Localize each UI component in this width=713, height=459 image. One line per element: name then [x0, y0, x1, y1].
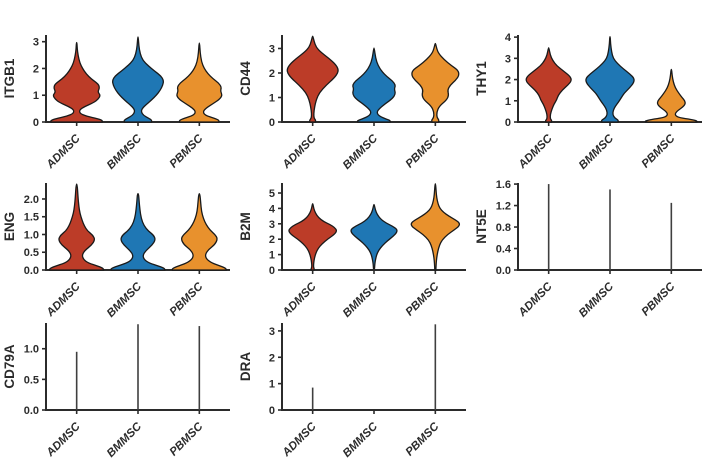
gene-label: B2M: [238, 212, 253, 241]
y-tick-label: 2: [33, 63, 39, 75]
y-tick-label: 1.0: [24, 344, 39, 356]
y-tick-label: 1.0: [24, 229, 39, 241]
violin-admsc: [49, 183, 105, 271]
y-tick-label: 1.6: [496, 179, 511, 191]
violin-bmmsc: [352, 47, 396, 123]
panel-cd79a: 0.0 0.5 1.0 CD79A ADMSC BMMSC PBMSC: [2, 323, 230, 459]
violin-pbmsc: [176, 42, 223, 123]
y-tick-label: 0: [269, 117, 275, 129]
category-label: PBMSC: [404, 280, 442, 318]
y-tick-label: 2: [269, 234, 275, 246]
y-tick-label: 1: [33, 90, 39, 102]
gene-label: THY1: [474, 61, 489, 96]
category-label: PBMSC: [404, 420, 442, 458]
y-tick-label: 1: [505, 96, 511, 108]
violin-pbmsc: [411, 42, 460, 123]
violin-pbmsc: [171, 193, 227, 271]
category-label: PBMSC: [404, 132, 442, 170]
category-label: BMMSC: [105, 420, 145, 459]
y-tick-label: 5: [269, 188, 275, 200]
y-tick-label: 0.0: [24, 265, 39, 277]
gene-label: ENG: [2, 212, 17, 241]
category-label: BMMSC: [577, 132, 617, 172]
category-label: PBMSC: [168, 420, 206, 458]
y-tick-label: 1: [269, 250, 275, 262]
violin-bmmsc: [110, 193, 166, 271]
category-label: ADMSC: [44, 420, 83, 459]
y-tick-label: 0.5: [24, 374, 39, 386]
violin-bmmsc: [112, 36, 164, 123]
violin-admsc: [525, 47, 572, 123]
violin-bmmsc: [350, 203, 398, 270]
y-tick-label: 0.5: [24, 247, 39, 259]
category-label: PBMSC: [640, 132, 678, 170]
y-tick-label: 3: [269, 43, 275, 55]
panel-thy1: 0 1 2 3 4 THY1 ADMSC BMMSC PBMSC: [474, 32, 702, 172]
panel-cd44: 0 1 2 3 CD44 ADMSC BMMSC PBMSC: [238, 35, 466, 172]
violin-admsc: [288, 203, 338, 271]
y-tick-label: 0: [269, 405, 275, 417]
gene-label: ITGB1: [2, 58, 17, 98]
category-label: ADMSC: [516, 280, 555, 319]
y-tick-label: 1.5: [24, 212, 39, 224]
violin-admsc: [286, 35, 339, 123]
category-label: BMMSC: [577, 280, 617, 320]
panel-itgb1: 0 1 2 3 ITGB1 ADMSC BMMSC PBMSC: [2, 35, 230, 172]
gene-label: CD79A: [2, 344, 17, 389]
y-tick-label: 2: [505, 75, 511, 87]
panel-b2m: 0 1 2 3 4 5 B2M ADMSC BMMSC PBMSC: [238, 183, 466, 320]
panel-eng: 0.0 0.5 1.0 1.5 2.0 ENG ADMSC BMMSC PBMSC: [2, 183, 230, 320]
gene-label: DRA: [238, 352, 253, 381]
y-tick-label: 3: [269, 326, 275, 338]
category-label: BMMSC: [341, 132, 381, 172]
gene-label: NT5E: [474, 209, 489, 244]
panel-nt5e: 0.0 0.4 0.8 1.2 1.6 NT5E ADMSC BMMSC PBMSC: [474, 179, 702, 320]
gene-label: CD44: [238, 61, 253, 96]
y-tick-label: 1: [269, 92, 275, 104]
violin-bmmsc: [585, 36, 635, 123]
y-tick-label: 0.0: [24, 405, 39, 417]
y-tick-label: 0.4: [496, 244, 512, 256]
y-tick-label: 0: [33, 117, 39, 129]
y-tick-label: 4: [269, 203, 276, 215]
category-label: BMMSC: [105, 132, 145, 172]
category-label: ADMSC: [44, 280, 83, 319]
violin-pbmsc: [410, 183, 461, 271]
y-tick-label: 0: [269, 265, 275, 277]
y-tick-label: 0: [505, 117, 511, 129]
category-label: BMMSC: [105, 280, 145, 320]
y-tick-label: 0.0: [496, 265, 511, 277]
category-label: ADMSC: [516, 132, 555, 171]
y-tick-label: 1.2: [496, 201, 511, 213]
y-tick-label: 2.0: [24, 194, 39, 206]
category-label: BMMSC: [341, 420, 381, 459]
y-tick-label: 3: [505, 53, 511, 65]
y-tick-label: 2: [269, 68, 275, 80]
violin-admsc: [50, 41, 104, 123]
panel-dra: 0 1 2 3 DRA ADMSC BMMSC PBMSC: [238, 323, 466, 459]
y-tick-label: 4: [505, 32, 512, 44]
category-label: ADMSC: [280, 280, 319, 319]
y-tick-label: 2: [269, 352, 275, 364]
y-tick-label: 3: [33, 37, 39, 49]
category-label: BMMSC: [341, 280, 381, 320]
y-tick-label: 3: [269, 219, 275, 231]
y-tick-label: 1: [269, 379, 275, 391]
category-label: PBMSC: [168, 280, 206, 318]
violin-pbmsc: [644, 68, 698, 123]
category-label: ADMSC: [280, 420, 319, 459]
category-label: ADMSC: [44, 132, 83, 171]
category-label: ADMSC: [280, 132, 319, 171]
y-tick-label: 0.8: [496, 222, 511, 234]
category-label: PBMSC: [168, 132, 206, 170]
category-label: PBMSC: [640, 280, 678, 318]
